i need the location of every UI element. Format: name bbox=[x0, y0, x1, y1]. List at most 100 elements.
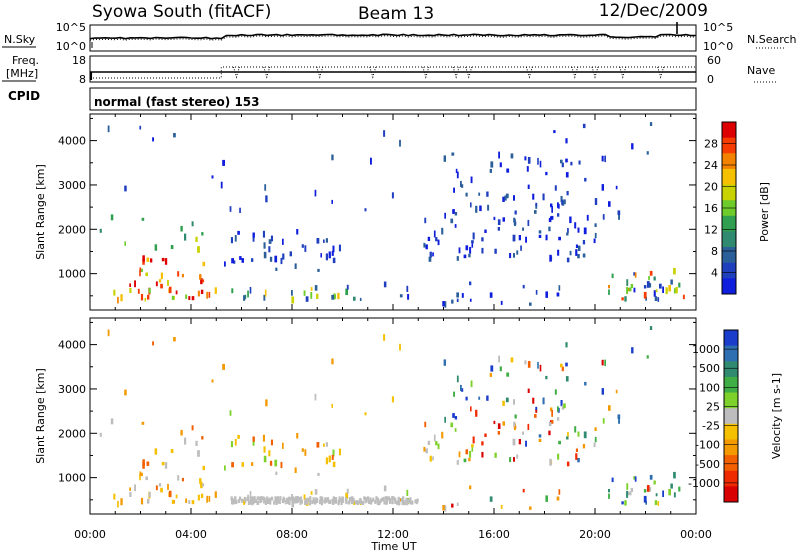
velocity-echo bbox=[241, 462, 244, 467]
power-echo bbox=[646, 151, 649, 155]
power-echo bbox=[222, 159, 225, 166]
velocity-echo bbox=[556, 496, 560, 501]
velocity-echo bbox=[303, 494, 306, 500]
velocity-echo bbox=[617, 414, 621, 419]
velocity-echo bbox=[304, 449, 307, 456]
power-echo bbox=[556, 292, 560, 297]
power-echo bbox=[252, 232, 255, 238]
velocity-echo bbox=[383, 485, 387, 492]
ground-scatter-cell bbox=[307, 497, 310, 502]
velocity-echo bbox=[450, 422, 454, 428]
velocity-echo bbox=[534, 414, 537, 418]
ground-scatter-cell bbox=[328, 500, 331, 504]
velocity-echo bbox=[184, 437, 187, 445]
velocity-echo bbox=[608, 405, 611, 411]
power-echo bbox=[264, 184, 267, 191]
power-echo bbox=[364, 208, 367, 212]
ground-scatter-cell bbox=[275, 501, 278, 505]
velocity-echo bbox=[332, 449, 335, 457]
velocity-echo bbox=[282, 442, 284, 449]
velocity-echo bbox=[338, 448, 341, 456]
colorbar-swatch bbox=[724, 345, 738, 362]
cpid-text: normal (fast stereo) 153 bbox=[94, 95, 260, 109]
power-echo bbox=[252, 235, 255, 242]
power-echo bbox=[99, 228, 102, 233]
power-echo bbox=[450, 218, 454, 224]
velocity-echo bbox=[513, 399, 515, 405]
power-echo bbox=[310, 292, 313, 299]
beam-title: Beam 13 bbox=[358, 4, 434, 24]
power-echo bbox=[251, 258, 254, 262]
power-echo bbox=[454, 224, 457, 228]
colorbar-tick-label: 16 bbox=[704, 202, 718, 215]
velocity-echo bbox=[325, 442, 328, 447]
power-echo bbox=[399, 294, 403, 298]
velocity-echo bbox=[509, 457, 512, 463]
power-echo bbox=[124, 185, 127, 192]
velocity-echo bbox=[206, 495, 208, 503]
velocity-echo bbox=[608, 493, 610, 499]
velocity-echo bbox=[291, 494, 293, 500]
power-echo bbox=[184, 233, 187, 241]
power-echo bbox=[479, 205, 482, 212]
velocity-echo bbox=[441, 431, 444, 439]
power-echo bbox=[469, 246, 472, 254]
power-echo bbox=[202, 279, 205, 283]
power-echo bbox=[262, 230, 265, 238]
velocity-echo bbox=[345, 492, 349, 500]
ground-scatter-cell bbox=[283, 497, 286, 502]
velocity-echo bbox=[470, 406, 472, 412]
velocity-echo bbox=[621, 501, 624, 505]
y-tick-label: 4000 bbox=[58, 135, 86, 148]
velocity-echo bbox=[124, 389, 127, 396]
ground-scatter-cell bbox=[366, 496, 370, 501]
power-echo bbox=[626, 286, 629, 294]
nave-label: Nave bbox=[747, 64, 775, 77]
velocity-echo bbox=[646, 485, 650, 492]
colorbar-tick-label: 1000 bbox=[692, 343, 720, 356]
colorbar-tick-label: 28 bbox=[704, 138, 718, 151]
power-echo bbox=[444, 212, 446, 219]
ground-scatter-cell bbox=[391, 500, 394, 505]
power-echo bbox=[601, 155, 604, 162]
velocity-echo bbox=[490, 365, 494, 372]
power-echo bbox=[305, 296, 309, 302]
velocity-echo bbox=[331, 403, 333, 408]
colorbar-swatch bbox=[724, 439, 738, 456]
power-echo bbox=[557, 249, 560, 256]
ground-scatter-cell bbox=[312, 499, 315, 504]
power-echo bbox=[141, 217, 145, 221]
power-echo bbox=[200, 278, 203, 285]
velocity-echo bbox=[170, 449, 174, 454]
power-echo bbox=[294, 263, 297, 269]
velocity-echo bbox=[168, 490, 172, 498]
velocity-echo bbox=[197, 494, 200, 501]
power-echo bbox=[437, 239, 440, 246]
velocity-echo bbox=[191, 425, 194, 431]
power-echo bbox=[539, 160, 542, 168]
ground-scatter-cell bbox=[274, 496, 277, 501]
velocity-echo bbox=[561, 366, 564, 372]
power-echo bbox=[247, 290, 249, 298]
power-echo bbox=[627, 287, 630, 292]
ground-scatter-cell bbox=[341, 496, 344, 501]
ground-scatter-cell bbox=[363, 496, 366, 501]
velocity-echo bbox=[443, 359, 446, 366]
power-echo bbox=[150, 258, 153, 263]
power-echo bbox=[332, 257, 336, 264]
power-echo bbox=[197, 290, 200, 297]
power-echo bbox=[545, 171, 548, 176]
velocity-echo bbox=[202, 465, 205, 471]
velocity-echo bbox=[171, 499, 174, 504]
velocity-echo bbox=[529, 506, 532, 510]
ground-scatter-cell bbox=[351, 496, 354, 501]
power-echo bbox=[383, 281, 387, 288]
velocity-echo bbox=[608, 489, 610, 493]
ground-scatter-cell bbox=[295, 497, 298, 502]
ground-scatter-cell bbox=[309, 496, 312, 501]
velocity-echo bbox=[574, 426, 577, 433]
power-echo bbox=[471, 240, 474, 244]
velocity-echo bbox=[494, 452, 497, 458]
power-echo bbox=[535, 204, 538, 209]
velocity-echo bbox=[626, 490, 629, 498]
